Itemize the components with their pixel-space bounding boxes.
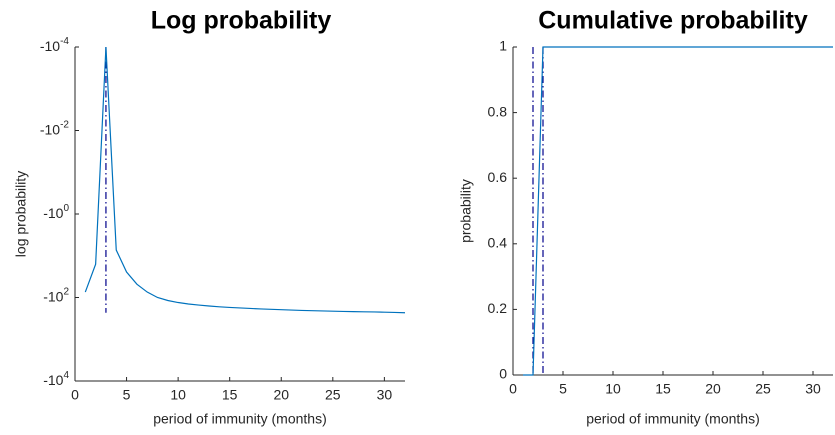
x-tick-label: 30 bbox=[805, 381, 821, 397]
tick-exponent: 0 bbox=[63, 203, 69, 214]
y-tick-label: -10-4 bbox=[40, 36, 70, 54]
x-axis-label: period of immunity (months) bbox=[586, 411, 760, 427]
x-tick-label: 10 bbox=[605, 381, 621, 397]
x-axis-label: period of immunity (months) bbox=[153, 411, 327, 427]
x-tick-label: 5 bbox=[123, 387, 131, 403]
y-tick-label: -104 bbox=[43, 370, 69, 388]
y-tick-label: -10-2 bbox=[40, 119, 70, 137]
subplot: Cumulative probability period of immunity… bbox=[458, 7, 833, 427]
chart-title: Cumulative probability bbox=[538, 7, 808, 35]
x-tick-label: 0 bbox=[71, 387, 79, 403]
x-tick-label: 20 bbox=[273, 387, 289, 403]
data-line bbox=[523, 46, 833, 376]
tick-exponent: 4 bbox=[63, 370, 69, 381]
x-tick-label: 15 bbox=[655, 381, 671, 397]
x-tick-label: 20 bbox=[705, 381, 721, 397]
y-tick-label: -100 bbox=[43, 203, 69, 221]
tick-exponent: 2 bbox=[63, 286, 69, 297]
tick-base: -10 bbox=[43, 205, 63, 221]
tick-base: -10 bbox=[40, 121, 60, 137]
subplot: Log probability period of immunity (month… bbox=[13, 7, 406, 427]
x-tick-label: 30 bbox=[377, 387, 393, 403]
tick-base: -10 bbox=[40, 38, 60, 54]
y-tick-label: 0.8 bbox=[488, 103, 508, 119]
x-tick-label: 25 bbox=[325, 387, 341, 403]
tick-exponent: -4 bbox=[60, 36, 69, 47]
y-tick-label: 1 bbox=[499, 38, 507, 54]
x-tick-label: 0 bbox=[509, 381, 517, 397]
x-tick-label: 10 bbox=[170, 387, 186, 403]
x-tick-label: 25 bbox=[755, 381, 771, 397]
tick-base: -10 bbox=[43, 288, 63, 304]
tick-exponent: -2 bbox=[60, 119, 69, 130]
y-tick-label: 0 bbox=[499, 366, 507, 382]
tick-base: -10 bbox=[43, 372, 63, 388]
y-tick-label: 0.4 bbox=[488, 235, 508, 251]
y-tick-label: 0.6 bbox=[488, 169, 508, 185]
chart-title: Log probability bbox=[151, 7, 332, 35]
x-tick-label: 15 bbox=[222, 387, 238, 403]
y-axis-label: probability bbox=[458, 179, 474, 243]
x-tick-label: 5 bbox=[559, 381, 567, 397]
y-axis-label: log probability bbox=[13, 171, 29, 257]
data-line bbox=[84, 46, 406, 314]
y-tick-label: 0.2 bbox=[488, 300, 508, 316]
y-tick-label: -102 bbox=[43, 286, 69, 304]
